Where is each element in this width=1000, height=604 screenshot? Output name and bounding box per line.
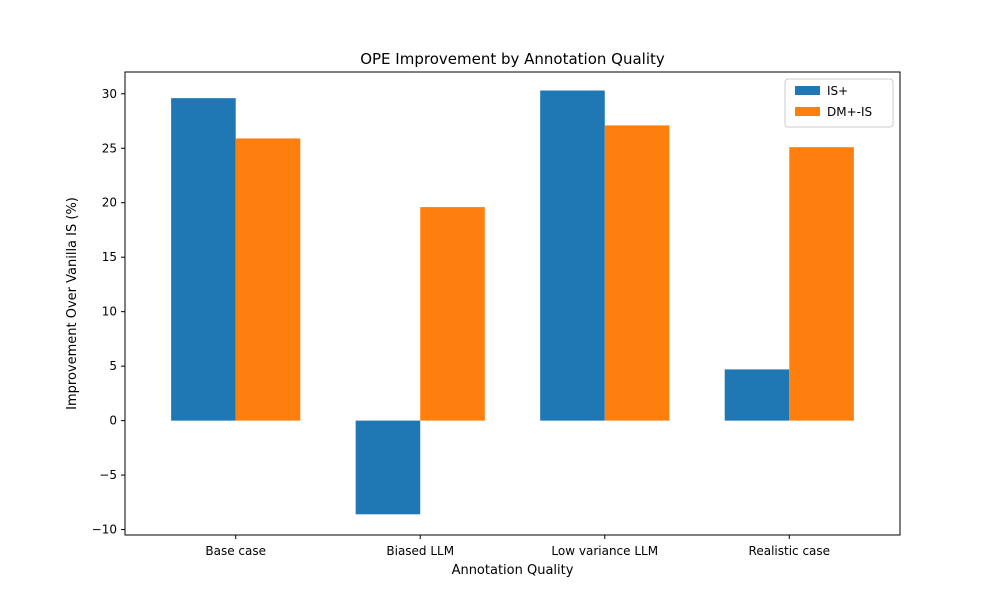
x-tick-label-biased-llm: Biased LLM <box>386 544 454 558</box>
bar-is-realistic-case <box>724 369 790 421</box>
legend-swatch-dm-is <box>795 107 820 116</box>
bars-layer <box>171 90 854 515</box>
legend-swatch-is-plus <box>795 86 820 95</box>
y-tick-label: −10 <box>92 523 117 537</box>
chart-title: OPE Improvement by Annotation Quality <box>360 50 665 68</box>
plot-frame <box>124 71 901 536</box>
bar-dm-is-biased-llm <box>420 207 485 421</box>
bar-is-biased-llm <box>355 420 421 515</box>
bar-is-low-variance-llm <box>540 90 605 421</box>
x-axis: Base case Biased LLM Low variance LLM Reali… <box>205 535 830 558</box>
bar-dm-is-low-variance-llm <box>604 125 670 421</box>
bar-is-base-case <box>171 98 236 421</box>
y-tick-label: 15 <box>102 250 117 264</box>
legend-label-dm-is: DM+-IS <box>827 105 872 119</box>
y-tick-label: 10 <box>102 305 117 319</box>
bar-dm-is-realistic-case <box>789 147 854 421</box>
y-tick-label: 25 <box>102 141 117 155</box>
x-tick-label-low-variance-llm: Low variance LLM <box>551 544 658 558</box>
legend: IS+ DM+-IS <box>784 78 894 128</box>
legend-label-is-plus: IS+ <box>827 84 848 98</box>
x-tick-label-realistic-case: Realistic case <box>749 544 831 558</box>
x-tick-label-base-case: Base case <box>205 544 266 558</box>
y-tick-label: 0 <box>109 414 117 428</box>
y-axis-label: Improvement Over Vanilla IS (%) <box>65 197 80 410</box>
y-tick-label: −5 <box>99 468 117 482</box>
bar-dm-is-base-case <box>235 138 301 421</box>
y-tick-label: 30 <box>102 87 117 101</box>
y-tick-label: 5 <box>109 359 117 373</box>
x-axis-label: Annotation Quality <box>452 563 574 578</box>
y-tick-label: 20 <box>102 196 117 210</box>
y-axis: −10 −5 0 5 10 15 20 25 30 <box>92 87 125 537</box>
